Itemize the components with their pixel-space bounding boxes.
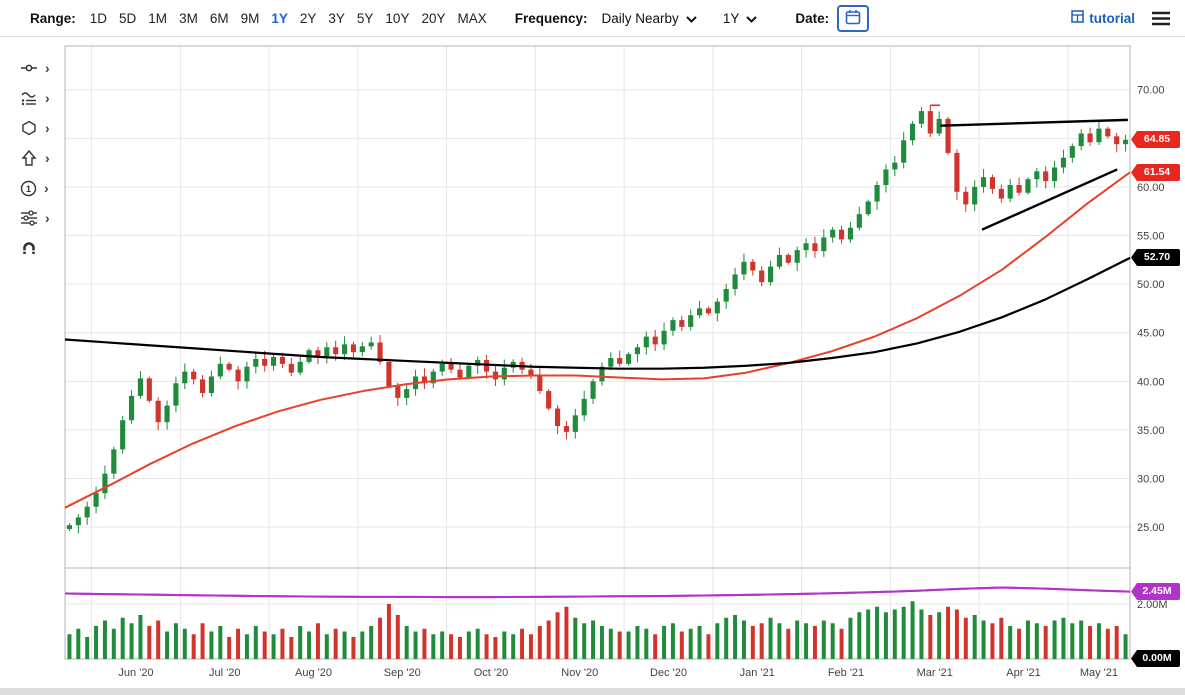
toolbar: Range: 1D 5D 1M 3M 6M 9M 1Y 2Y 3Y 5Y 10Y 20Y MAX Fre…: [0, 0, 1185, 37]
tutorial-label: tutorial: [1089, 10, 1135, 26]
page-bottom-strip: [0, 688, 1185, 695]
number-annotation-tool-icon: 1: [20, 180, 37, 197]
ma-fast-badge: 61.54: [1131, 164, 1180, 181]
last-price-badge: 64.85: [1131, 131, 1180, 148]
svg-text:Mar '21: Mar '21: [917, 667, 953, 679]
magnet-tool[interactable]: [20, 233, 66, 263]
date-picker-button[interactable]: [837, 4, 870, 32]
svg-text:35.00: 35.00: [1137, 425, 1165, 437]
range-button-9m[interactable]: 9M: [235, 8, 266, 29]
period-value: 1Y: [722, 10, 740, 26]
svg-text:60.00: 60.00: [1137, 182, 1165, 194]
range-button-max[interactable]: MAX: [451, 8, 492, 29]
svg-text:Jul '20: Jul '20: [209, 667, 240, 679]
range-button-5d[interactable]: 5D: [113, 8, 142, 29]
indicators-tool[interactable]: ›: [20, 83, 66, 113]
svg-text:Jan '21: Jan '21: [740, 667, 775, 679]
trendline-tool-icon: [20, 60, 38, 76]
chevron-down-icon: [746, 11, 758, 26]
frequency-label: Frequency:: [514, 10, 588, 26]
axis-labels: 70.00 60.00 55.00 50.00 45.00 40.00 35.00 30.00…: [118, 85, 1167, 679]
svg-text:Nov '20: Nov '20: [561, 667, 598, 679]
price-volume-chart[interactable]: 70.00 60.00 55.00 50.00 45.00 40.00 35.00 30.00…: [0, 37, 1185, 688]
chevron-right-icon[interactable]: ›: [45, 210, 50, 226]
svg-text:Jun '20: Jun '20: [118, 667, 153, 679]
chevron-right-icon[interactable]: ›: [45, 120, 50, 136]
svg-text:55.00: 55.00: [1137, 231, 1165, 243]
range-button-3m[interactable]: 3M: [173, 8, 204, 29]
svg-text:Apr '21: Apr '21: [1006, 667, 1041, 679]
volume-last-badge: 0.00M: [1131, 650, 1180, 667]
number-annotation-tool[interactable]: 1 ›: [20, 173, 66, 203]
arrow-tool[interactable]: ›: [20, 143, 66, 173]
shapes-tool[interactable]: ›: [20, 113, 66, 143]
trendline-annotations: [930, 104, 1128, 231]
frequency-dropdown[interactable]: Daily Nearby: [596, 8, 703, 29]
svg-text:1: 1: [26, 184, 31, 194]
sliders-tool[interactable]: ›: [20, 203, 66, 233]
svg-text:Feb '21: Feb '21: [828, 667, 864, 679]
menu-icon[interactable]: [1151, 11, 1171, 26]
chevron-right-icon[interactable]: ›: [45, 90, 50, 106]
svg-text:2.00M: 2.00M: [1137, 599, 1168, 611]
moving-average-lines: [64, 171, 1131, 599]
range-button-2y[interactable]: 2Y: [294, 8, 323, 29]
range-button-1d[interactable]: 1D: [84, 8, 113, 29]
svg-text:40.00: 40.00: [1137, 376, 1165, 388]
chevron-down-icon: [686, 11, 697, 26]
range-button-1m[interactable]: 1M: [142, 8, 173, 29]
chevron-right-icon[interactable]: ›: [45, 60, 50, 76]
range-button-6m[interactable]: 6M: [204, 8, 235, 29]
sliders-tool-icon: [20, 210, 38, 226]
volume-bars: [67, 601, 1128, 659]
volume-ma-badge: 2.45M: [1131, 583, 1180, 600]
svg-text:Oct '20: Oct '20: [474, 667, 509, 679]
range-button-10y[interactable]: 10Y: [379, 8, 415, 29]
candlestick-series: [66, 105, 1129, 534]
chevron-right-icon[interactable]: ›: [45, 150, 50, 166]
shapes-tool-icon: [20, 120, 38, 136]
svg-text:May '21: May '21: [1080, 667, 1118, 679]
trendline-tool[interactable]: ›: [20, 53, 66, 83]
svg-text:70.00: 70.00: [1137, 85, 1165, 97]
arrow-tool-icon: [20, 150, 38, 166]
date-label: Date:: [795, 10, 830, 26]
indicators-tool-icon: [20, 90, 38, 106]
svg-text:30.00: 30.00: [1137, 474, 1165, 486]
volume-ma-line: [64, 586, 1131, 599]
svg-text:Dec '20: Dec '20: [650, 667, 687, 679]
svg-text:25.00: 25.00: [1137, 522, 1165, 534]
period-dropdown[interactable]: 1Y: [717, 8, 764, 29]
svg-text:Sep '20: Sep '20: [384, 667, 421, 679]
svg-text:45.00: 45.00: [1137, 328, 1165, 340]
drawing-tools-sidebar: › › › › 1 › ›: [20, 53, 66, 263]
frequency-value: Daily Nearby: [601, 10, 679, 26]
range-button-3y[interactable]: 3Y: [322, 8, 351, 29]
calendar-icon: [845, 9, 861, 28]
magnet-tool-icon: [20, 240, 38, 256]
chart-area: 70.00 60.00 55.00 50.00 45.00 40.00 35.00 30.00…: [0, 37, 1185, 695]
chart-frame: [64, 45, 1131, 660]
svg-text:50.00: 50.00: [1137, 279, 1165, 291]
svg-text:Aug '20: Aug '20: [295, 667, 332, 679]
tutorial-link[interactable]: tutorial: [1071, 10, 1135, 26]
chart-grid: [65, 46, 1130, 659]
range-button-5y[interactable]: 5Y: [351, 8, 380, 29]
range-button-20y[interactable]: 20Y: [415, 8, 451, 29]
range-button-group: 1D 5D 1M 3M 6M 9M 1Y 2Y 3Y 5Y 10Y 20Y MAX: [84, 8, 493, 29]
range-label: Range:: [30, 10, 76, 26]
tutorial-grid-icon: [1071, 10, 1084, 26]
ma-slow-badge: 52.70: [1131, 249, 1180, 266]
chevron-right-icon[interactable]: ›: [44, 180, 49, 196]
range-button-1y[interactable]: 1Y: [265, 8, 294, 29]
